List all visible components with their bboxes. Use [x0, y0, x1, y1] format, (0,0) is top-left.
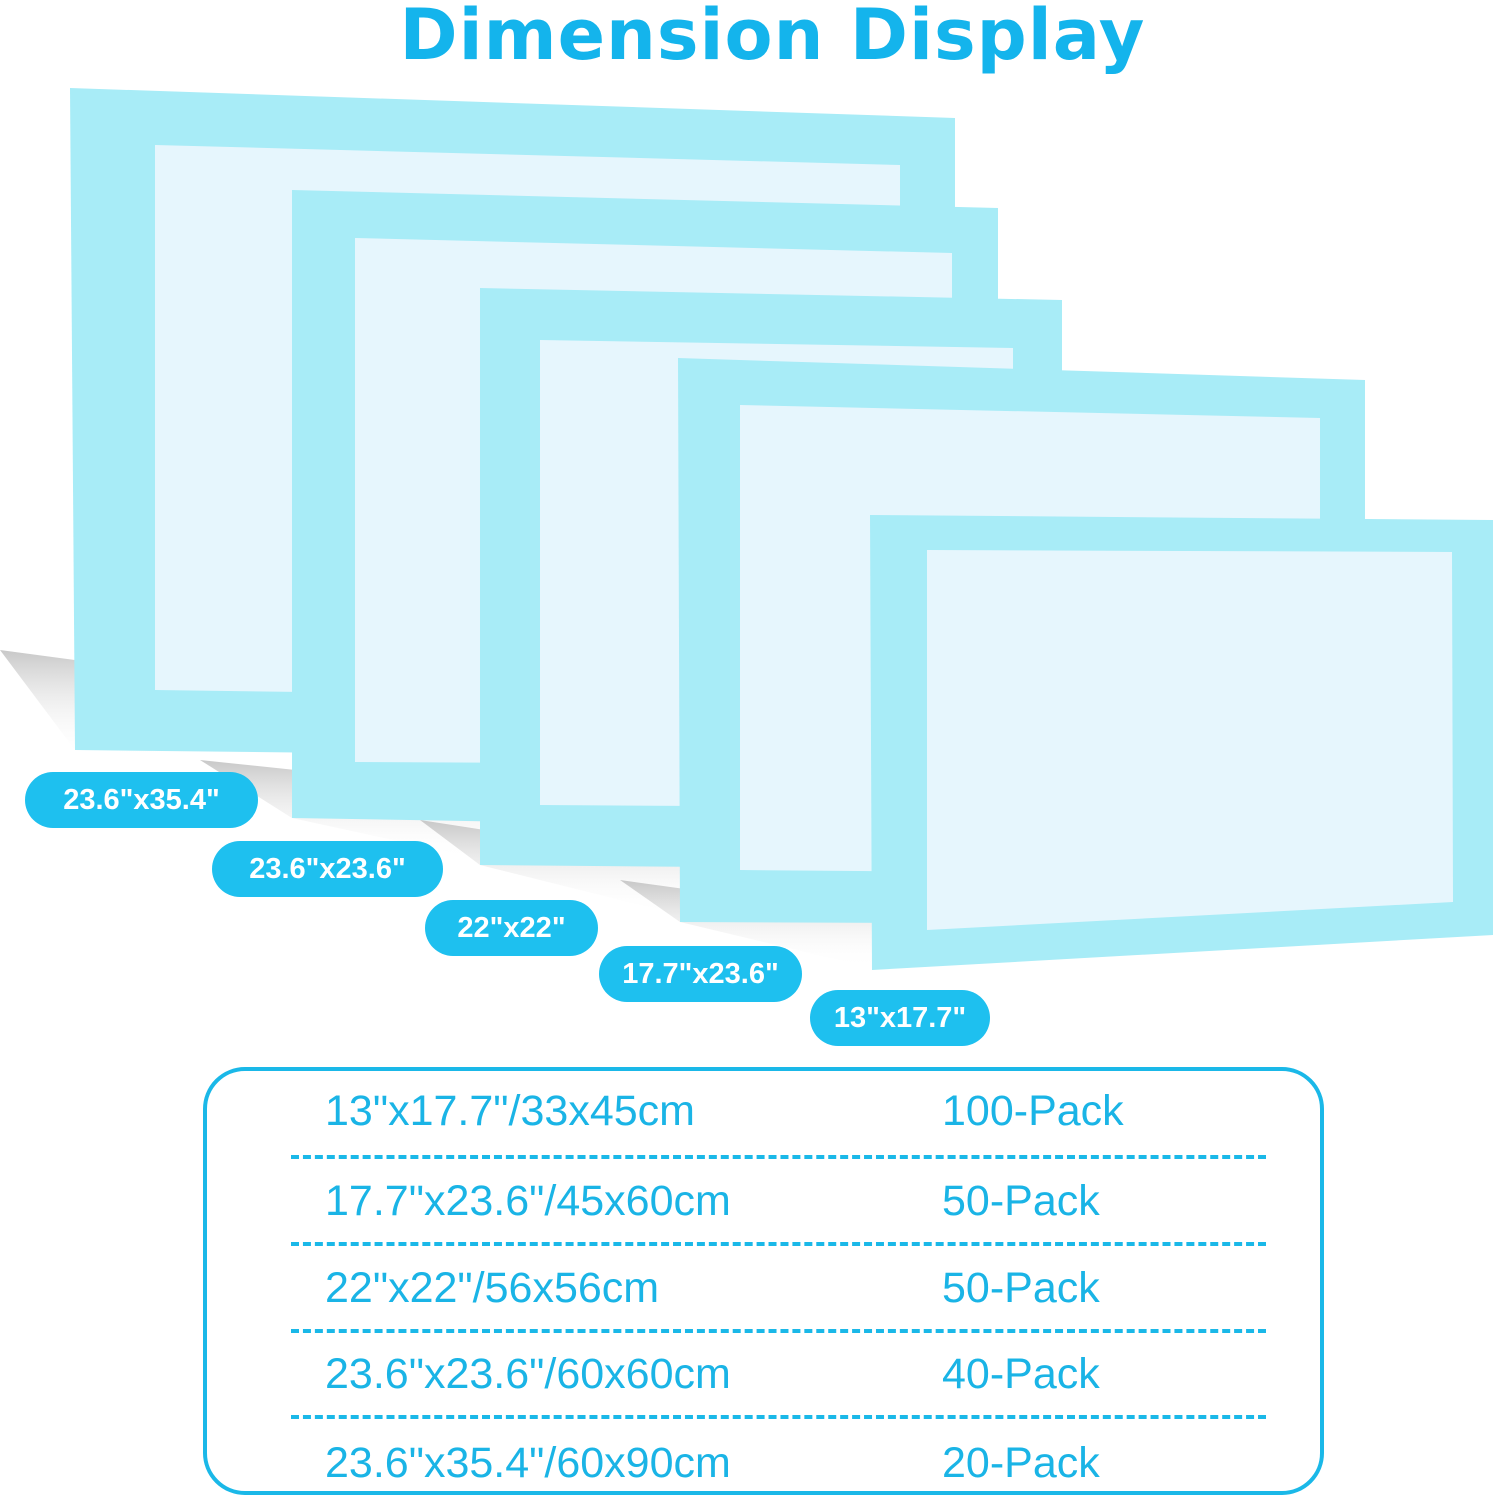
- size-cell: 17.7"x23.6"/45x60cm: [325, 1177, 731, 1225]
- table-row: 23.6"x23.6"/60x60cm 40-Pack: [207, 1350, 1320, 1410]
- size-pack-table: 13"x17.7"/33x45cm 100-Pack 17.7"x23.6"/4…: [203, 1067, 1324, 1495]
- pack-cell: 20-Pack: [942, 1439, 1100, 1487]
- pack-cell: 100-Pack: [942, 1087, 1124, 1135]
- row-divider: [291, 1415, 1266, 1419]
- size-label-3: 22"x22": [425, 900, 598, 956]
- size-label-2: 23.6"x23.6": [212, 841, 443, 897]
- pack-cell: 40-Pack: [942, 1350, 1100, 1398]
- size-cell: 23.6"x35.4"/60x90cm: [325, 1439, 731, 1487]
- size-label-1: 23.6"x35.4": [25, 772, 258, 828]
- pads-illustration: [0, 88, 1493, 970]
- row-divider: [291, 1155, 1266, 1159]
- table-row: 17.7"x23.6"/45x60cm 50-Pack: [207, 1177, 1320, 1237]
- pack-cell: 50-Pack: [942, 1264, 1100, 1312]
- size-cell: 13"x17.7"/33x45cm: [325, 1087, 695, 1135]
- pad-5: [870, 515, 1493, 970]
- table-row: 23.6"x35.4"/60x90cm 20-Pack: [207, 1439, 1320, 1499]
- row-divider: [291, 1329, 1266, 1333]
- page-title: Dimension Display: [399, 0, 1146, 76]
- table-row: 22"x22"/56x56cm 50-Pack: [207, 1264, 1320, 1324]
- table-row: 13"x17.7"/33x45cm 100-Pack: [207, 1087, 1320, 1147]
- row-divider: [291, 1242, 1266, 1246]
- size-label-5: 13"x17.7": [810, 990, 990, 1046]
- size-cell: 22"x22"/56x56cm: [325, 1264, 660, 1312]
- size-cell: 23.6"x23.6"/60x60cm: [325, 1350, 731, 1398]
- size-label-4: 17.7"x23.6": [599, 946, 802, 1002]
- pack-cell: 50-Pack: [942, 1177, 1100, 1225]
